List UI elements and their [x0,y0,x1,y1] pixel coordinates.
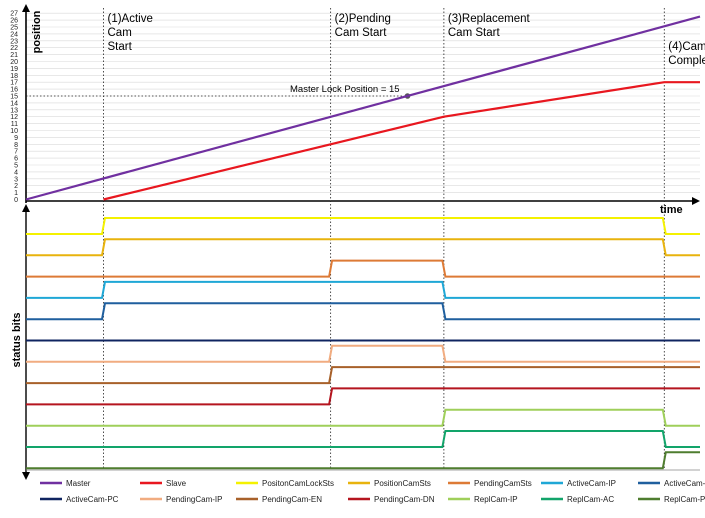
legend: Master Slave PositonCamLockSts PositionCamS… [26,469,705,504]
y-tick-label: 14 [10,100,18,107]
y-tick-label: 4 [14,169,18,176]
status-axis-arrow-bottom [22,472,30,480]
legend-label: PositionCamSts [374,479,431,488]
event-label-pending: Cam Start [335,27,388,39]
status-bit-ReplCam-AC [26,430,700,448]
event-label-active: Start [108,41,133,53]
event-label-active: (1)Active [108,13,153,25]
master-lock-label: Master Lock Position = 15 [290,84,400,95]
time-axis-label: time [660,204,683,216]
status-bit-ActiveCam-IP [26,280,700,299]
status-bit-PendingCam-IP [26,344,700,363]
legend-label: Slave [166,479,187,488]
legend-label: ReplCam-IP [474,495,518,504]
master-curve [25,15,701,201]
position-axis-label: position [31,10,43,53]
y-tick-label: 22 [10,45,18,52]
event-label-replacement: Cam Start [448,27,501,39]
legend-label: ReplCam-AC [567,495,614,504]
y-tick-label: 10 [10,128,18,135]
y-tick-label: 9 [14,135,18,142]
position-axis-arrow [22,4,30,12]
y-tick-label: 3 [14,176,18,183]
y-tick-label: 21 [10,52,18,59]
position-curves [25,15,701,201]
legend-label: ActiveCam-PC [66,495,119,504]
event-label-complete: (4)Cam [668,41,705,53]
y-tick-label: 24 [10,31,18,38]
slave-curve [103,81,700,201]
time-axis-arrow [692,197,700,205]
y-tick-label: 1 [14,190,18,197]
status-bit-ActiveCam-AC [26,302,700,321]
status-bit-PositionCamSts [26,238,700,257]
y-tick-label: 20 [10,59,18,66]
status-bit-PendingCamSts [26,259,700,278]
y-tick-label: 6 [14,156,18,163]
y-tick-label: 16 [10,87,18,94]
status-axis-label: status bits [11,312,23,367]
y-tick-label: 2 [14,183,18,190]
legend-label: PendingCam-DN [374,495,435,504]
y-tick-label: 7 [14,149,18,156]
event-label-replacement: (3)Replacement [448,13,531,25]
y-tick-label: 18 [10,73,18,80]
axes: position time status bits [11,4,700,480]
y-tick-label: 12 [10,114,18,121]
y-tick-label: 27 [10,11,18,18]
legend-label: PendingCamSts [474,479,532,488]
event-label-active: Cam [108,27,132,39]
y-tick-label: 8 [14,142,18,149]
status-bit-ReplCam-IP [26,408,700,427]
status-bit-PendingCam-EN [26,366,700,385]
legend-label: PendingCam-IP [166,495,222,504]
y-tick-label: 5 [14,163,18,170]
status-bit-PendingCam-DN [26,387,700,406]
event-label-pending: (2)Pending [335,13,391,25]
legend-label: PositonCamLockSts [262,479,334,488]
event-labels: (1)Active Cam Start (2)Pending Cam Start (3)R… [108,13,705,67]
master-lock-marker: Master Lock Position = 15 [26,84,411,99]
legend-label: ActiveCam-AC [664,479,705,488]
status-bit-traces [26,217,700,470]
legend-label: PendingCam-EN [262,495,322,504]
y-tick-labels: 0123456789101112131415161718192021222324… [10,11,18,204]
y-tick-label: 23 [10,38,18,45]
legend-label: Master [66,479,91,488]
y-tick-label: 0 [14,197,18,204]
y-tick-label: 13 [10,107,18,114]
status-axis-arrow-top [22,204,30,212]
legend-label: ActiveCam-IP [567,479,616,488]
event-label-complete: Complete [668,55,705,67]
y-tick-label: 17 [10,80,18,87]
legend-label: ReplCam-PC [664,495,705,504]
status-bit-PositonCamLockSts [26,217,700,235]
y-tick-label: 11 [11,121,18,128]
y-tick-label: 19 [10,66,18,73]
y-tick-label: 15 [10,94,18,101]
y-tick-label: 26 [10,18,18,25]
y-tick-label: 25 [10,25,18,32]
status-bit-ReplCam-PC [26,451,700,470]
